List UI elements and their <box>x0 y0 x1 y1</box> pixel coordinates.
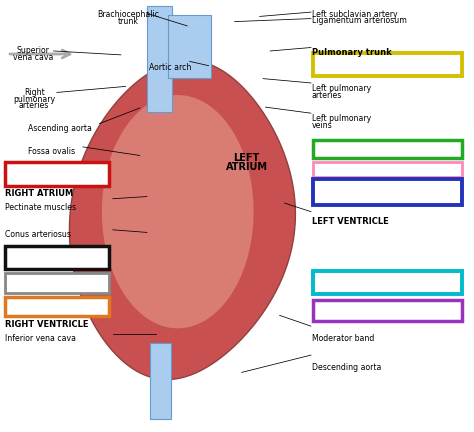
Text: pulmonary: pulmonary <box>13 95 55 104</box>
Text: Inferior vena cava: Inferior vena cava <box>5 334 76 343</box>
Bar <box>168 15 211 78</box>
Text: vena cava: vena cava <box>13 53 54 62</box>
Bar <box>5 273 109 293</box>
Bar <box>5 246 109 269</box>
Text: Right: Right <box>24 88 45 97</box>
Text: RIGHT VENTRICLE: RIGHT VENTRICLE <box>5 320 88 329</box>
Text: ATRIUM: ATRIUM <box>226 162 267 172</box>
Text: Conus arteriosus: Conus arteriosus <box>5 230 71 239</box>
Text: veins: veins <box>312 121 333 130</box>
Text: trunk: trunk <box>118 17 138 26</box>
Bar <box>313 300 462 321</box>
Text: Left pulmonary: Left pulmonary <box>312 114 371 124</box>
Bar <box>5 297 109 316</box>
Bar <box>313 53 462 76</box>
Bar <box>147 6 172 112</box>
Bar <box>313 162 462 177</box>
Text: Left pulmonary: Left pulmonary <box>312 84 371 93</box>
Text: arteries: arteries <box>312 91 342 100</box>
Polygon shape <box>69 60 295 380</box>
Text: LEFT VENTRICLE: LEFT VENTRICLE <box>312 217 389 226</box>
Text: Ligamentum arteriosum: Ligamentum arteriosum <box>312 16 407 25</box>
Text: Descending aorta: Descending aorta <box>312 363 381 372</box>
Text: Fossa ovalis: Fossa ovalis <box>28 147 75 156</box>
Bar <box>150 343 171 419</box>
Polygon shape <box>102 95 254 328</box>
Text: arteries: arteries <box>19 101 49 110</box>
Text: Brachiocephalic: Brachiocephalic <box>97 10 159 19</box>
Text: Pectinate muscles: Pectinate muscles <box>5 203 76 212</box>
Text: Ascending aorta: Ascending aorta <box>28 124 92 133</box>
Bar <box>313 179 462 205</box>
Text: Pulmonary trunk: Pulmonary trunk <box>312 48 392 57</box>
Bar <box>313 271 462 294</box>
Text: Superior: Superior <box>17 46 50 55</box>
Bar <box>313 140 462 158</box>
Text: Left subclavian artery: Left subclavian artery <box>312 10 398 19</box>
Bar <box>5 162 109 186</box>
Text: Moderator band: Moderator band <box>312 334 374 343</box>
Text: LEFT: LEFT <box>233 153 260 163</box>
Text: RIGHT ATRIUM: RIGHT ATRIUM <box>5 189 73 198</box>
Text: Aortic arch: Aortic arch <box>149 63 192 72</box>
